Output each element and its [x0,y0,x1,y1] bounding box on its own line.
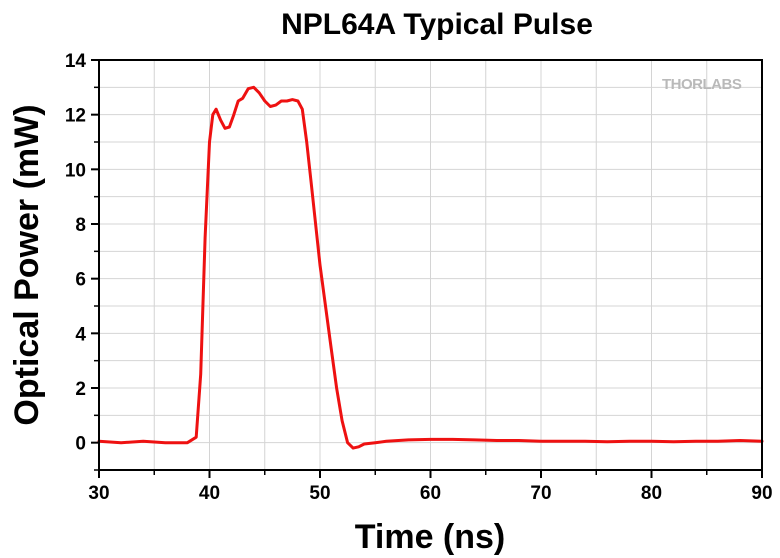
x-tick-label: 30 [88,483,109,504]
y-tick-label: 8 [75,215,86,236]
thorlabs-watermark: THORLABS [662,76,742,93]
ticks: 30 40 50 60 70 80 90 0 2 4 6 8 10 12 14 [65,51,773,504]
y-tick-label: 2 [75,379,86,400]
x-tick-label: 50 [309,483,330,504]
y-tick-label: 14 [65,51,87,72]
y-tick-label: 0 [75,434,86,455]
y-tick-label: 6 [75,270,86,291]
x-axis-label: Time (ns) [355,518,506,556]
x-tick-label: 70 [530,483,551,504]
y-tick-label: 4 [75,324,86,345]
y-tick-label: 10 [65,160,86,181]
x-tick-label: 90 [751,483,772,504]
chart-title: NPL64A Typical Pulse [281,8,593,41]
y-tick-label: 12 [65,106,86,127]
x-tick-label: 40 [199,483,220,504]
grid [99,60,762,470]
x-tick-label: 60 [420,483,441,504]
series-layer [97,85,764,450]
y-axis-label: Optical Power (mW) [8,104,46,425]
pulse-series-line [97,85,764,450]
x-tick-label: 80 [641,483,662,504]
